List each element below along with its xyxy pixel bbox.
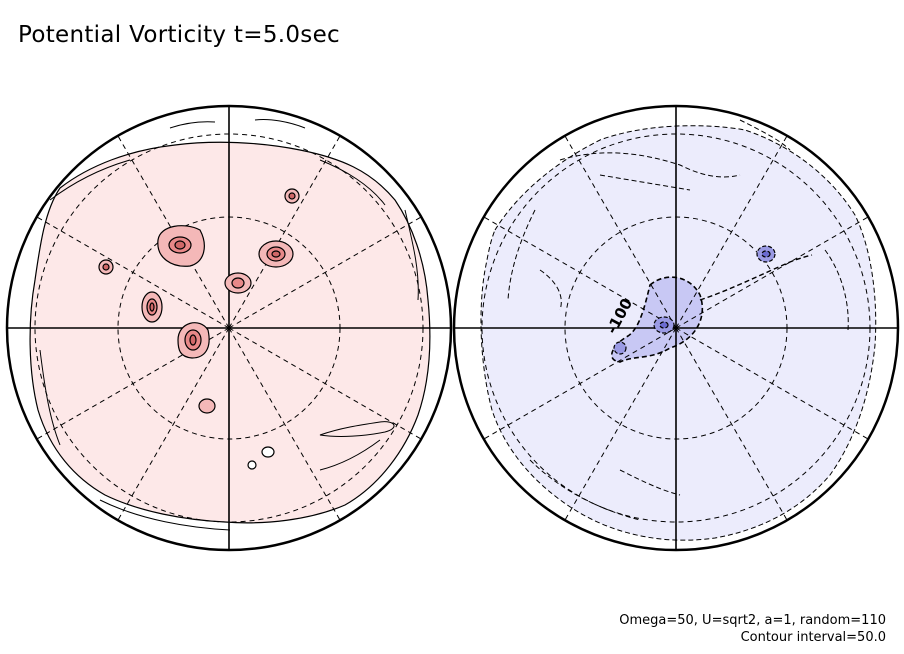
vortex (198, 398, 216, 414)
right-meridians-dashed (483, 135, 869, 521)
right-hemisphere: -100 (452, 104, 900, 552)
vortex (98, 259, 114, 275)
vortex (247, 446, 275, 470)
vortex (756, 245, 776, 263)
vortex (258, 240, 294, 268)
vortex (613, 341, 627, 355)
left-vortices (98, 188, 300, 470)
plot-title: Potential Vorticity t=5.0sec (18, 22, 340, 48)
left-boundary (5, 104, 453, 552)
right-vortices (613, 245, 776, 355)
left-filaments (39, 119, 419, 531)
left-positive-region (29, 141, 431, 524)
vortex (141, 291, 163, 323)
vortex (177, 322, 210, 359)
right-axes (454, 106, 898, 550)
left-filament-streak (319, 421, 395, 437)
left-hemisphere (5, 104, 453, 552)
right-streak (699, 254, 813, 301)
vortex (284, 188, 300, 204)
vortex (157, 225, 205, 267)
right-filaments (507, 119, 849, 521)
right-boundary (452, 104, 900, 552)
parameter-line: Omega=50, U=sqrt2, a=1, random=110 (619, 613, 886, 628)
left-axes (7, 106, 451, 550)
vortex (224, 272, 252, 294)
contour-interval-line: Contour interval=50.0 (740, 630, 886, 645)
vortex (653, 316, 675, 334)
parameter-footer: Omega=50, U=sqrt2, a=1, random=110 Conto… (619, 612, 886, 646)
